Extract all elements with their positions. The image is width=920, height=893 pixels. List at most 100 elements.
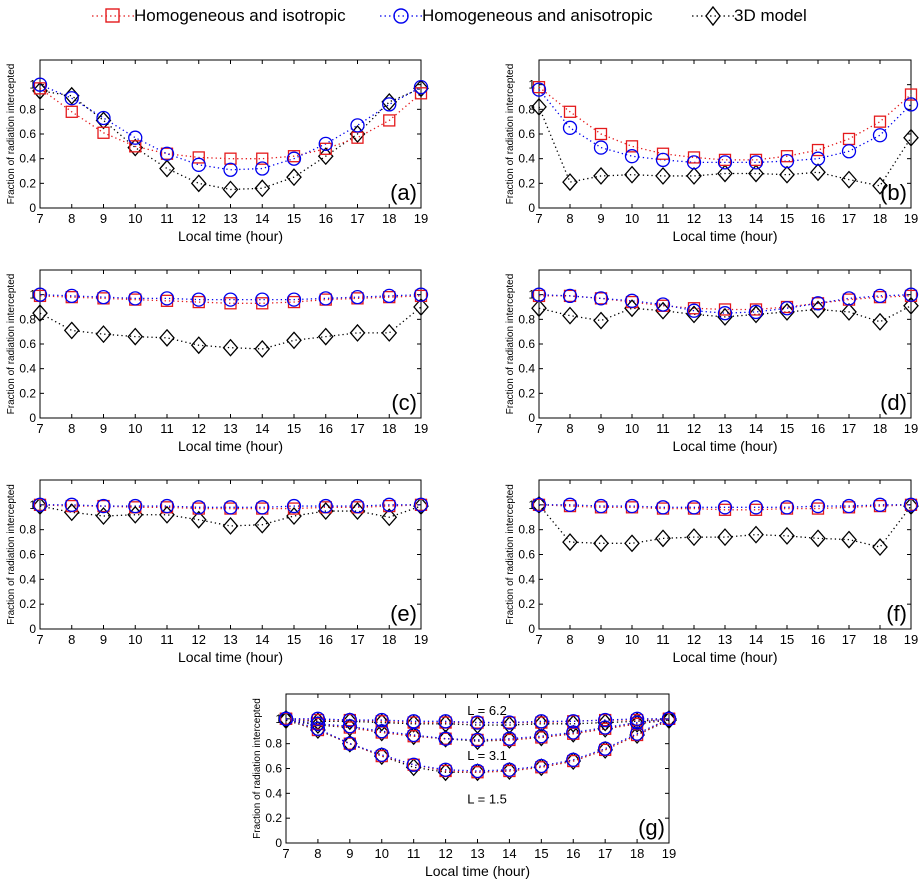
square-point xyxy=(279,712,293,725)
diamond-point xyxy=(317,147,334,166)
circle-point xyxy=(128,498,143,514)
diamond-point xyxy=(32,497,48,516)
circle-point xyxy=(64,497,79,512)
diamond-point xyxy=(565,752,582,771)
circle-point xyxy=(624,498,640,514)
diamond-point xyxy=(593,534,609,553)
x-axis-label: Local time (hour) xyxy=(425,863,530,879)
diamond-point xyxy=(127,327,144,346)
y-tick-label: 0.8 xyxy=(518,102,535,116)
circle-point xyxy=(841,291,857,306)
circle-point xyxy=(810,151,826,166)
diamond-point xyxy=(405,714,422,733)
square-point xyxy=(65,105,78,118)
y-tick-label: 0.4 xyxy=(19,362,36,376)
x-tick-label: 8 xyxy=(566,421,573,436)
x-axis-label: Local time (hour) xyxy=(178,228,283,244)
x-tick-label: 13 xyxy=(223,421,237,436)
diamond-point xyxy=(655,301,671,320)
panel-d: 7 8 9 10 11 12 13 14 15 16 17 18 19 0 0.2 0.4 0.6 0.8 1 Loc… xyxy=(505,269,919,454)
series-line xyxy=(538,305,912,323)
x-tick-label: 9 xyxy=(597,632,604,647)
diamond-point xyxy=(841,302,857,321)
square-point xyxy=(439,732,452,745)
y-tick-label: 0.4 xyxy=(19,152,36,166)
circle-point xyxy=(686,500,702,515)
circle-point xyxy=(406,727,421,743)
panel-e: 7 8 9 10 11 12 13 14 15 16 17 18 19 0 0.2 0.4 0.6 0.8 1 Loc… xyxy=(6,479,429,665)
circle-point xyxy=(748,155,764,170)
circle-point xyxy=(286,151,302,166)
x-tick-label: 9 xyxy=(346,846,353,861)
diamond-point xyxy=(629,714,645,733)
diamond-point xyxy=(872,312,888,331)
x-tick-label: 18 xyxy=(873,632,887,647)
circle-point xyxy=(191,157,206,172)
diamond-point xyxy=(349,323,366,342)
x-tick-label: 12 xyxy=(687,421,701,436)
diamond-point xyxy=(159,159,175,178)
diamond-point xyxy=(437,763,454,782)
square-point xyxy=(311,717,325,730)
circle-point xyxy=(374,724,389,739)
x-tick-label: 12 xyxy=(192,421,206,436)
circle-point xyxy=(593,498,609,514)
diamond-point xyxy=(748,164,764,183)
diamond-point xyxy=(501,716,518,735)
diamond-point xyxy=(717,528,733,547)
circle-point xyxy=(159,498,175,514)
x-axis-label: Local time (hour) xyxy=(672,649,777,665)
diamond-point xyxy=(903,497,919,516)
x-tick-label: 14 xyxy=(255,632,269,647)
circle-point xyxy=(382,497,397,512)
x-tick-label: 12 xyxy=(687,632,701,647)
y-tick-label: 0.4 xyxy=(19,572,36,586)
panel-label: (b) xyxy=(880,180,907,205)
circle-point xyxy=(96,289,111,305)
y-tick-label: 0 xyxy=(275,836,282,850)
diamond-point xyxy=(32,81,48,100)
diamond-point xyxy=(32,304,48,323)
circle-point xyxy=(406,757,421,772)
square-point xyxy=(662,712,676,725)
y-axis-label: Fraction of radiation intercepted xyxy=(6,274,17,415)
y-axis-label: Fraction of radiation intercepted xyxy=(6,64,17,205)
diamond-point xyxy=(222,338,239,357)
y-tick-label: 0.2 xyxy=(518,597,535,611)
diamond-point xyxy=(593,166,609,185)
diamond-point xyxy=(686,166,702,185)
diamond-point xyxy=(565,714,582,733)
panel-label: (e) xyxy=(390,601,417,626)
y-tick-label: 0.6 xyxy=(19,337,36,351)
x-tick-label: 13 xyxy=(223,211,237,226)
legend-item-anisotropic: Homogeneous and anisotropic xyxy=(380,4,653,28)
circle-point xyxy=(374,712,389,728)
square-point xyxy=(563,289,577,303)
circle-point xyxy=(191,500,206,515)
x-tick-label: 15 xyxy=(780,211,794,226)
square-point xyxy=(599,713,612,727)
legend-label: 3D model xyxy=(734,6,807,25)
x-tick-label: 8 xyxy=(314,846,321,861)
circle-marker-icon xyxy=(380,8,422,24)
square-point xyxy=(811,297,825,310)
y-tick-label: 1 xyxy=(29,288,36,302)
x-tick-label: 13 xyxy=(718,632,732,647)
x-tick-label: 14 xyxy=(749,632,763,647)
diamond-point xyxy=(341,712,358,731)
diamond-point xyxy=(810,163,826,182)
circle-point xyxy=(779,500,795,515)
y-tick-label: 1 xyxy=(528,78,535,92)
plot-area xyxy=(39,479,422,630)
square-point xyxy=(780,150,794,163)
legend-item-3d-model: 3D model xyxy=(692,4,807,28)
panel-label: (f) xyxy=(886,601,907,626)
x-tick-label: 13 xyxy=(718,421,732,436)
x-tick-label: 10 xyxy=(128,421,142,436)
circle-point xyxy=(629,711,645,726)
circle-point xyxy=(872,497,888,512)
annotation: L = 3.1 xyxy=(467,748,507,763)
diamond-point xyxy=(686,305,702,324)
circle-point xyxy=(128,130,143,145)
x-tick-label: 16 xyxy=(566,846,580,861)
